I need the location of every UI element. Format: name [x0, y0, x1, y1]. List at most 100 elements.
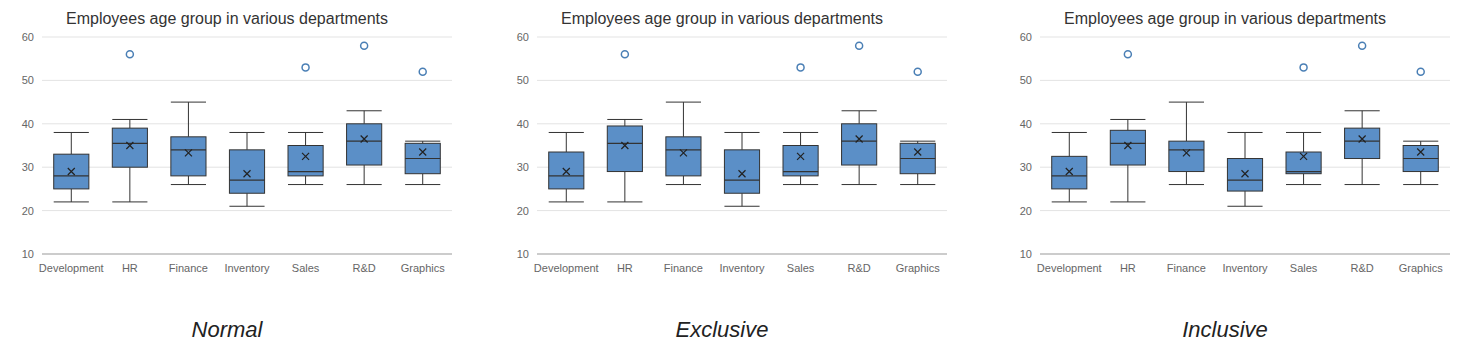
box	[112, 128, 147, 167]
chart-panel: Employees age group in various departmen…	[22, 10, 452, 342]
upper-cap	[549, 132, 584, 133]
grid-line	[537, 254, 947, 255]
median-line	[1169, 149, 1204, 150]
box	[1403, 146, 1438, 172]
upper-cap	[171, 102, 206, 103]
upper-whisker	[859, 111, 860, 124]
mean-marker	[302, 153, 309, 160]
upper-whisker	[624, 119, 625, 126]
upper-cap	[54, 132, 89, 133]
figure: Employees age group in various departmen…	[0, 0, 1467, 361]
lower-cap	[1345, 184, 1380, 185]
lower-cap	[112, 201, 147, 202]
mean-marker	[1359, 135, 1366, 142]
box	[288, 146, 323, 176]
lower-cap	[1052, 201, 1087, 202]
upper-whisker	[566, 132, 567, 152]
box	[229, 150, 264, 193]
median-line	[666, 149, 701, 150]
grid-line	[537, 123, 947, 124]
upper-cap	[1286, 132, 1321, 133]
lower-cap	[347, 184, 382, 185]
mean-marker	[856, 135, 863, 142]
median-line	[1286, 171, 1321, 172]
median-line	[229, 180, 264, 181]
mean-marker	[361, 135, 368, 142]
lower-whisker	[1420, 172, 1421, 185]
grid-line	[537, 80, 947, 81]
y-tick-label: 50	[517, 74, 529, 86]
chart-panel: Employees age group in various departmen…	[517, 10, 947, 342]
mean-marker	[1124, 142, 1131, 149]
x-tick-label: Finance	[664, 262, 703, 274]
upper-whisker	[1186, 102, 1187, 141]
median-line	[1110, 143, 1145, 144]
y-tick-label: 50	[1020, 74, 1032, 86]
median-line	[1345, 141, 1380, 142]
lower-whisker	[422, 174, 423, 185]
box	[607, 126, 642, 172]
box	[1345, 128, 1380, 158]
outlier	[361, 42, 368, 49]
x-tick-label: Development	[534, 262, 599, 274]
mean-marker	[739, 170, 746, 177]
lower-cap	[1227, 206, 1262, 207]
lower-whisker	[1303, 174, 1304, 185]
lower-cap	[288, 184, 323, 185]
upper-whisker	[305, 132, 306, 145]
upper-cap	[842, 110, 877, 111]
upper-whisker	[247, 132, 248, 149]
x-tick-label: Development	[1037, 262, 1102, 274]
mean-marker	[1417, 149, 1424, 156]
box	[405, 143, 440, 173]
y-tick-label: 20	[1020, 205, 1032, 217]
x-tick-label: HR	[617, 262, 633, 274]
upper-cap	[229, 132, 264, 133]
x-tick-label: Inventory	[719, 262, 765, 274]
x-tick-label: Development	[39, 262, 104, 274]
y-tick-label: 10	[1020, 248, 1032, 260]
lower-whisker	[71, 189, 72, 202]
y-tick-label: 40	[517, 118, 529, 130]
y-tick-label: 40	[22, 118, 34, 130]
upper-whisker	[683, 102, 684, 137]
upper-cap	[666, 102, 701, 103]
mean-marker	[419, 149, 426, 156]
upper-whisker	[129, 119, 130, 128]
median-line	[171, 149, 206, 150]
mean-marker	[185, 149, 192, 156]
upper-whisker	[364, 111, 365, 124]
box	[900, 143, 935, 173]
lower-whisker	[566, 189, 567, 202]
upper-cap	[288, 132, 323, 133]
chart-title: Employees age group in various departmen…	[66, 10, 388, 27]
mean-marker	[914, 149, 921, 156]
upper-whisker	[1362, 111, 1363, 128]
lower-whisker	[1362, 159, 1363, 185]
box	[54, 154, 89, 189]
y-tick-label: 10	[517, 248, 529, 260]
mean-marker	[563, 168, 570, 175]
x-tick-label: R&D	[1351, 262, 1374, 274]
x-tick-label: Inventory	[224, 262, 270, 274]
median-line	[405, 158, 440, 159]
grid-line	[1040, 210, 1450, 211]
outlier	[856, 42, 863, 49]
median-line	[347, 141, 382, 142]
lower-whisker	[917, 174, 918, 185]
lower-cap	[724, 206, 759, 207]
y-tick-label: 10	[22, 248, 34, 260]
lower-cap	[1286, 184, 1321, 185]
outlier	[419, 68, 426, 75]
box	[1286, 152, 1321, 174]
upper-cap	[1345, 110, 1380, 111]
box	[1052, 156, 1087, 189]
grid-line	[42, 80, 452, 81]
lower-cap	[1169, 184, 1204, 185]
y-tick-label: 20	[517, 205, 529, 217]
upper-whisker	[1245, 132, 1246, 158]
x-tick-label: Graphics	[896, 262, 941, 274]
upper-cap	[112, 119, 147, 120]
box	[1169, 141, 1204, 171]
upper-whisker	[742, 132, 743, 149]
